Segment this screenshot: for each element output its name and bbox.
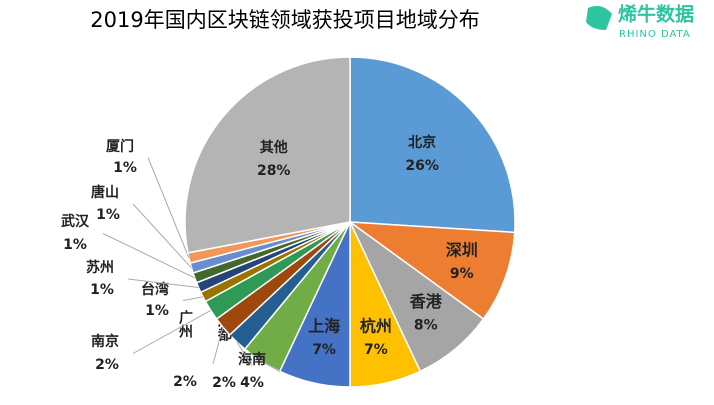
slice-label: 深圳 <box>446 241 478 260</box>
slice-label: 武汉 <box>61 213 90 230</box>
leader-line <box>132 203 192 269</box>
leader-line <box>147 157 190 259</box>
slice-label: 南京 <box>91 333 119 350</box>
slice-label: 杭州 <box>360 316 392 335</box>
logo-icon <box>586 6 612 30</box>
slice-label: 香港 <box>409 292 443 311</box>
leader-line <box>132 309 211 354</box>
chart-title: 2019年国内区块链领域获投项目地域分布 <box>90 8 479 32</box>
slice-label: 其他 <box>260 139 288 156</box>
pie-slice <box>349 56 516 234</box>
leader-line <box>127 278 199 289</box>
slice-value-label: 7% <box>312 342 336 358</box>
leader-line <box>261 360 281 372</box>
slice-value-label: 1% <box>96 207 120 223</box>
slice-value-label: 1% <box>113 160 137 176</box>
logo-subtitle: RHINO DATA <box>619 29 691 40</box>
leader-line <box>212 327 224 365</box>
slice-label: 厦门 <box>106 138 134 155</box>
leader-line <box>236 342 253 367</box>
slice-value-label: 2% <box>173 374 197 390</box>
slice-label: 上海 <box>308 316 340 335</box>
slice-value-label: 1% <box>145 303 169 319</box>
slice-value-label: 9% <box>450 266 474 282</box>
pie-slice <box>184 56 351 254</box>
slice-value-label: 2% <box>95 357 119 373</box>
leader-line <box>182 296 204 301</box>
slice-label: 台湾 <box>141 281 169 298</box>
pie-slice <box>347 221 516 321</box>
slice-label: 北京 <box>408 134 436 151</box>
slice-value-label: 8% <box>414 318 438 334</box>
logo: 烯牛数据 RHINO DATA <box>586 3 694 40</box>
slice-value-label: 7% <box>364 342 388 358</box>
slice-label: 苏州 <box>86 259 114 276</box>
slice-value-label: 1% <box>90 282 114 298</box>
slice-value-label: 4% <box>240 375 264 391</box>
logo-name: 烯牛数据 <box>618 3 694 26</box>
slice-value-label: 2% <box>212 375 236 391</box>
slice-value-label: 1% <box>63 237 87 253</box>
slice-label: 唐山 <box>91 184 119 201</box>
leader-line <box>102 233 195 279</box>
slice-value-label: 26% <box>405 158 439 174</box>
slice-value-label: 28% <box>257 163 291 179</box>
